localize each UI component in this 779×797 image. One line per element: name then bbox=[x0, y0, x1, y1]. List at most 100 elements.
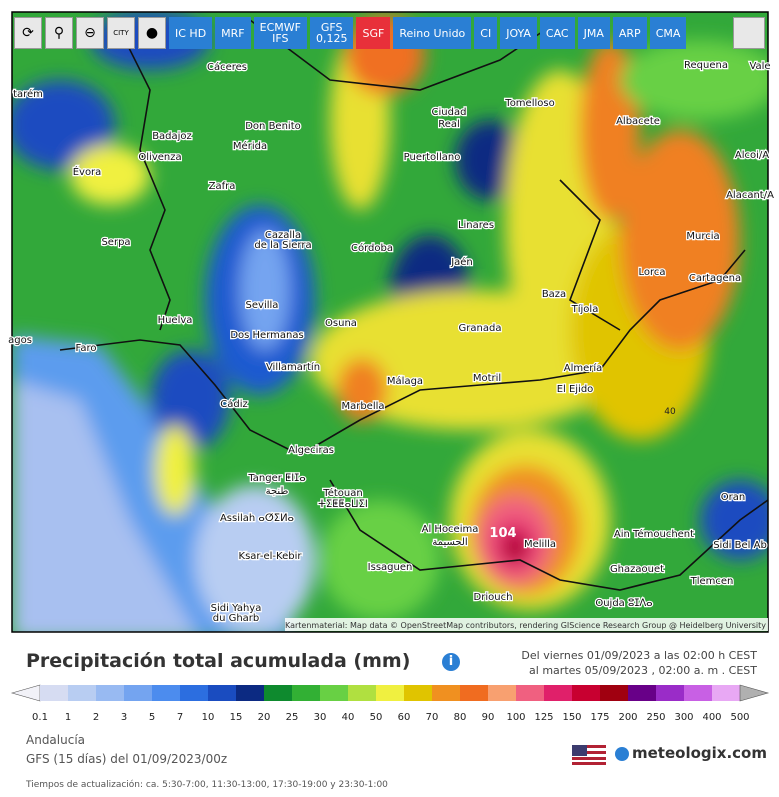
region: Andalucía bbox=[26, 733, 86, 747]
info-button[interactable]: i bbox=[442, 653, 460, 671]
city-label: Issaguen bbox=[368, 562, 413, 573]
model-button[interactable]: CI bbox=[474, 17, 498, 49]
city-label: Driouch bbox=[474, 592, 513, 603]
city-label: Algeciras bbox=[288, 445, 334, 456]
legend-label: 15 bbox=[230, 712, 243, 722]
legend-label: 500 bbox=[730, 712, 749, 722]
legend-label: 200 bbox=[618, 712, 637, 722]
city-label: Tanger ⵟⵏⵊⴰ bbox=[247, 473, 305, 484]
city-label: Sidi Yahya bbox=[211, 603, 262, 614]
city-label: Évora bbox=[73, 165, 102, 178]
attribution: Kartenmaterial: Map data © OpenStreetMap… bbox=[285, 621, 766, 630]
city-label: Assilah ⴰⵚⵉⵍⴰ bbox=[220, 513, 294, 524]
locate[interactable]: ⚲ bbox=[45, 17, 73, 49]
model-button[interactable]: Reino Unido bbox=[393, 17, 472, 49]
legend-swatch bbox=[96, 685, 124, 701]
city-label: طنجة bbox=[266, 486, 289, 497]
legend-label: 50 bbox=[370, 712, 383, 722]
city-label: Albacete bbox=[616, 116, 660, 127]
city-label: Requena bbox=[684, 60, 728, 71]
reload[interactable]: ⟳ bbox=[14, 17, 42, 49]
model-button[interactable]: JOYA bbox=[500, 17, 537, 49]
legend-swatch bbox=[40, 685, 68, 701]
city-label: Murcia bbox=[686, 231, 719, 242]
legend-swatch bbox=[208, 685, 236, 701]
city-label: Motril bbox=[473, 373, 501, 384]
city-label: Ciudad bbox=[432, 107, 467, 118]
legend-label: 70 bbox=[426, 712, 439, 722]
city-label: Baza bbox=[542, 289, 566, 300]
legend-swatch bbox=[628, 685, 656, 701]
model-button[interactable]: IC HD bbox=[169, 17, 213, 49]
city-label: Ksar-el-Kebir bbox=[239, 551, 303, 562]
city-toggle[interactable]: CITY bbox=[107, 17, 135, 49]
toolbar: ⟳ ⚲ ⊖ CITY ● IC HD MRF ECMWF IFS GFS 0,125 S… bbox=[14, 17, 687, 49]
model: GFS (15 días) del 01/09/2023/00z bbox=[26, 752, 228, 766]
map-frame bbox=[11, 11, 769, 633]
legend-label: 125 bbox=[534, 712, 553, 722]
city-label: Tétouan bbox=[322, 487, 362, 499]
share[interactable] bbox=[733, 17, 765, 49]
city-label: Al Hoceima bbox=[422, 524, 479, 535]
legend-label: 10 bbox=[202, 712, 215, 722]
city-label: Marbella bbox=[341, 401, 384, 412]
city-label: agos bbox=[8, 335, 32, 346]
model-button[interactable]: MRF bbox=[215, 17, 251, 49]
city-label: Cádiz bbox=[220, 398, 248, 410]
map: Kartenmaterial: Map data © OpenStreetMap… bbox=[7, 11, 775, 633]
legend-swatch bbox=[152, 685, 180, 701]
legend-label: 40 bbox=[342, 712, 355, 722]
city-label: Málaga bbox=[387, 375, 423, 387]
city-label: Cáceres bbox=[207, 61, 247, 73]
legend-swatch bbox=[460, 685, 488, 701]
legend-label: 90 bbox=[482, 712, 495, 722]
city-label: Ain Témouchent bbox=[614, 528, 694, 540]
legend-swatch bbox=[320, 685, 348, 701]
city-label: Zafra bbox=[209, 181, 236, 192]
date-to: al martes 05/09/2023 , 02:00 a. m . CEST bbox=[529, 664, 757, 677]
legend-label: 3 bbox=[121, 712, 127, 722]
legend-swatch bbox=[516, 685, 544, 701]
model-button[interactable]: ECMWF IFS bbox=[253, 17, 307, 49]
city-label: Dos Hermanas bbox=[230, 330, 303, 341]
city-label: الحسيمة bbox=[432, 537, 467, 548]
city-label: Sidi Bel Ab bbox=[713, 540, 767, 551]
city-label: Jaén bbox=[450, 256, 473, 268]
legend-label: 30 bbox=[314, 712, 327, 722]
city-label: Cazalla bbox=[265, 230, 301, 241]
legend-label: 300 bbox=[674, 712, 693, 722]
city-label: Mérida bbox=[233, 140, 267, 152]
city-label: Linares bbox=[458, 220, 494, 231]
zoom[interactable]: ⊖ bbox=[76, 17, 104, 49]
legend-label: 1 bbox=[65, 712, 71, 722]
legend-swatch bbox=[292, 685, 320, 701]
model-button[interactable]: CAC bbox=[539, 17, 575, 49]
legend-label: 150 bbox=[562, 712, 581, 722]
brand: meteologix.com bbox=[632, 744, 767, 762]
model-button[interactable]: CMA bbox=[649, 17, 687, 49]
city-label: Tlemcen bbox=[690, 576, 734, 587]
dot-toggle[interactable]: ● bbox=[138, 17, 166, 49]
city-label: Córdoba bbox=[351, 242, 393, 254]
city-label: Alcoi/A bbox=[735, 150, 769, 161]
city-label: Huelva bbox=[158, 315, 193, 326]
city-label: El Ejido bbox=[557, 384, 594, 395]
city-label: Don Benito bbox=[245, 121, 301, 132]
legend-swatch bbox=[68, 685, 96, 701]
legend-label: 5 bbox=[149, 712, 155, 722]
legend-swatch bbox=[684, 685, 712, 701]
model-button[interactable]: ARP bbox=[612, 17, 647, 49]
city-label: Tíjola bbox=[571, 303, 599, 315]
model-button[interactable]: GFS 0,125 bbox=[309, 17, 354, 49]
model-button[interactable]: JMA bbox=[577, 17, 610, 49]
city-label: Granada bbox=[459, 323, 502, 334]
legend-swatch bbox=[488, 685, 516, 701]
city-label: Almería bbox=[564, 362, 603, 374]
model-button[interactable]: SGF bbox=[356, 17, 391, 49]
legend-label: 175 bbox=[590, 712, 609, 722]
city-label: de la Sierra bbox=[254, 240, 311, 251]
legend-swatch bbox=[572, 685, 600, 701]
city-label: Olivenza bbox=[138, 152, 181, 163]
legend-start bbox=[10, 684, 41, 702]
legend-label: 80 bbox=[454, 712, 467, 722]
